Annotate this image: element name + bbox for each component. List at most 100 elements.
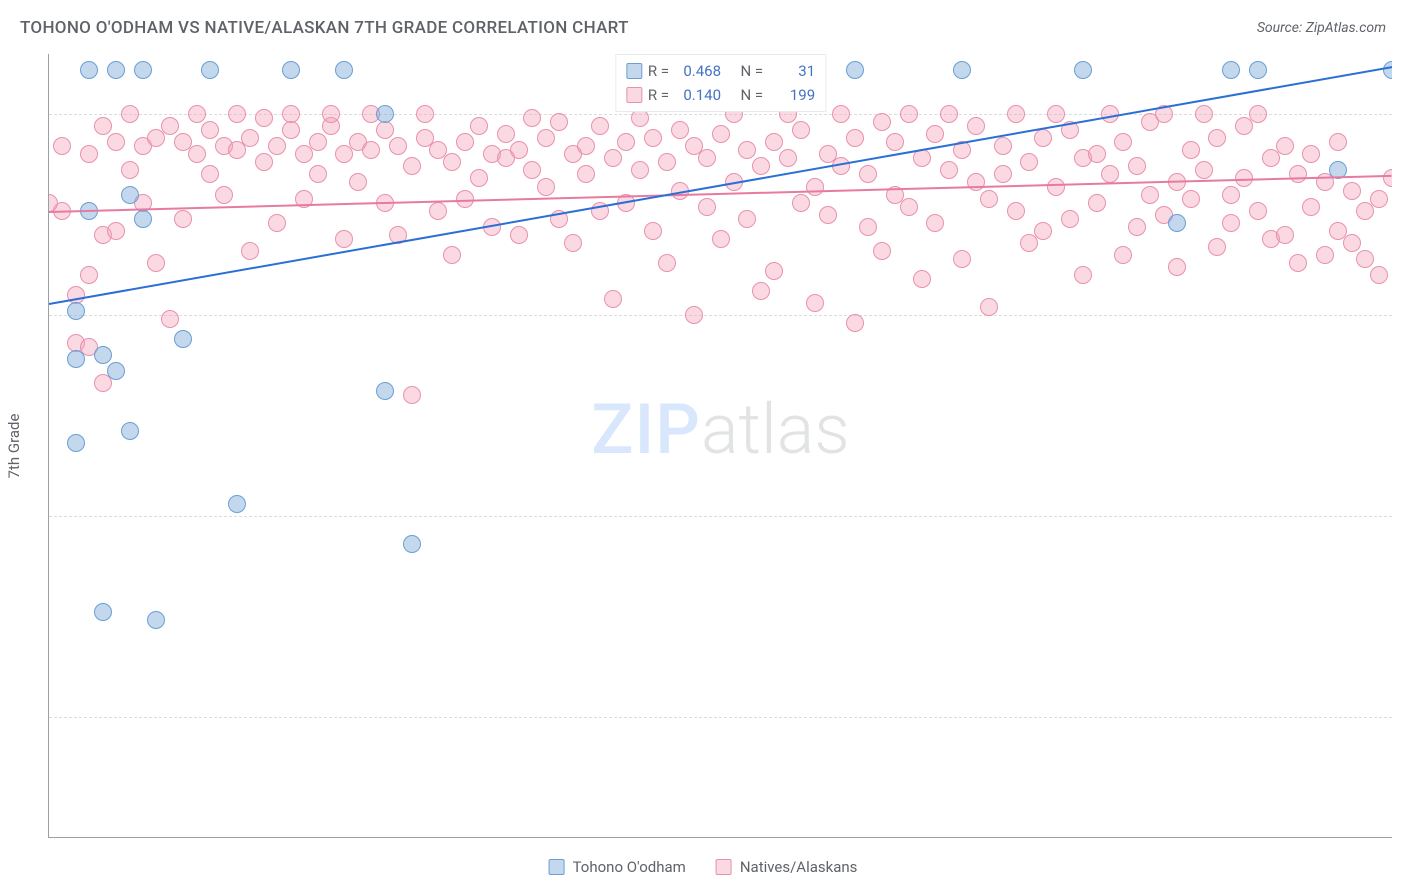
point-natives — [1074, 266, 1092, 284]
point-natives — [309, 165, 327, 183]
point-natives — [564, 234, 582, 252]
point-natives — [53, 137, 71, 155]
point-natives — [174, 210, 192, 228]
point-natives — [967, 173, 985, 191]
point-natives — [1020, 153, 1038, 171]
point-natives — [765, 133, 783, 151]
point-tohono — [147, 611, 165, 629]
point-natives — [523, 161, 541, 179]
point-tohono — [80, 61, 98, 79]
point-tohono — [846, 61, 864, 79]
point-tohono — [107, 362, 125, 380]
point-natives — [309, 133, 327, 151]
point-natives — [1182, 190, 1200, 208]
point-natives — [403, 157, 421, 175]
point-natives — [443, 153, 461, 171]
point-natives — [900, 198, 918, 216]
point-natives — [443, 246, 461, 264]
point-natives — [1195, 161, 1213, 179]
point-natives — [1114, 133, 1132, 151]
point-natives — [712, 230, 730, 248]
point-tohono — [201, 61, 219, 79]
point-natives — [215, 186, 233, 204]
gridline — [49, 114, 1392, 115]
point-tohono — [335, 61, 353, 79]
point-natives — [1182, 141, 1200, 159]
point-natives — [994, 165, 1012, 183]
point-natives — [1383, 169, 1392, 187]
point-tohono — [1222, 61, 1240, 79]
stats-row-tohono: R = 0.468 N = 31 — [626, 59, 815, 83]
point-natives — [282, 121, 300, 139]
point-natives — [685, 306, 703, 324]
point-natives — [644, 222, 662, 240]
point-natives — [980, 298, 998, 316]
point-natives — [1249, 105, 1267, 123]
point-natives — [967, 117, 985, 135]
point-tohono — [403, 535, 421, 553]
point-natives — [926, 125, 944, 143]
point-natives — [698, 198, 716, 216]
point-natives — [1101, 165, 1119, 183]
point-natives — [241, 129, 259, 147]
point-natives — [1289, 254, 1307, 272]
point-natives — [859, 218, 877, 236]
swatch-natives-icon — [716, 859, 732, 875]
point-natives — [1007, 202, 1025, 220]
point-natives — [953, 250, 971, 268]
legend-item-tohono: Tohono O'odham — [549, 858, 686, 876]
point-natives — [1222, 214, 1240, 232]
point-natives — [523, 109, 541, 127]
point-natives — [658, 254, 676, 272]
stats-legend: R = 0.468 N = 31 R = 0.140 N = 199 — [615, 54, 826, 112]
point-natives — [282, 105, 300, 123]
point-natives — [1007, 105, 1025, 123]
point-tohono — [67, 434, 85, 452]
point-natives — [537, 178, 555, 196]
point-tohono — [121, 186, 139, 204]
point-natives — [1061, 210, 1079, 228]
point-tohono — [107, 61, 125, 79]
point-natives — [900, 105, 918, 123]
point-natives — [497, 125, 515, 143]
point-natives — [913, 270, 931, 288]
watermark-atlas: atlas — [701, 389, 850, 471]
legend-item-natives: Natives/Alaskans — [716, 858, 858, 876]
point-natives — [188, 145, 206, 163]
point-tohono — [134, 210, 152, 228]
point-natives — [1128, 218, 1146, 236]
point-natives — [1356, 250, 1374, 268]
point-natives — [738, 210, 756, 228]
point-natives — [644, 129, 662, 147]
point-natives — [1195, 105, 1213, 123]
point-natives — [712, 125, 730, 143]
point-natives — [873, 113, 891, 131]
legend-label-tohono: Tohono O'odham — [573, 858, 686, 876]
y-axis-label: 7th Grade — [5, 414, 23, 479]
point-tohono — [134, 61, 152, 79]
point-natives — [322, 105, 340, 123]
point-natives — [779, 149, 797, 167]
point-natives — [792, 121, 810, 139]
point-natives — [161, 310, 179, 328]
n-label: N = — [741, 83, 764, 107]
point-tohono — [376, 105, 394, 123]
point-natives — [1088, 194, 1106, 212]
point-natives — [255, 109, 273, 127]
point-natives — [631, 161, 649, 179]
point-natives — [147, 254, 165, 272]
point-natives — [873, 242, 891, 260]
point-natives — [1088, 145, 1106, 163]
swatch-tohono-icon — [626, 63, 642, 79]
point-natives — [1289, 165, 1307, 183]
point-natives — [1276, 137, 1294, 155]
point-natives — [510, 141, 528, 159]
gridline — [49, 315, 1392, 316]
point-natives — [698, 149, 716, 167]
r-value-natives: 0.140 — [675, 83, 721, 107]
point-natives — [241, 242, 259, 260]
point-natives — [1168, 258, 1186, 276]
point-natives — [268, 137, 286, 155]
point-tohono — [174, 330, 192, 348]
n-value-natives: 199 — [769, 83, 815, 107]
